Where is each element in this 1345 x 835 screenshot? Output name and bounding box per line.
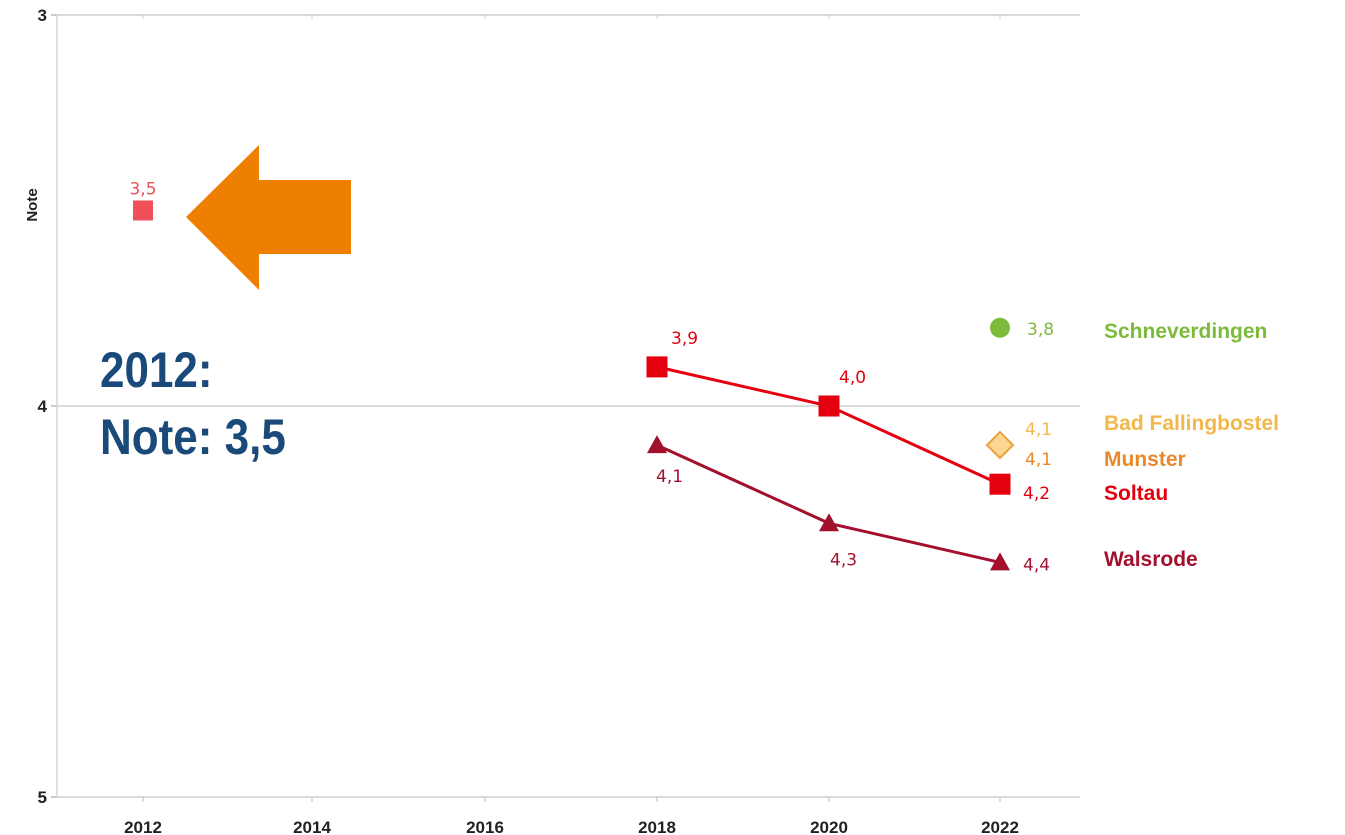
data-label-walsrode-2020: 4,3 [830,550,857,570]
data-labels: 3,8 4,1 4,1 3,5 3,9 4,0 4,2 4,1 4,3 4,4 [129,180,1054,576]
line-soltau [656,365,1001,486]
data-label-soltau-2020: 4,0 [839,368,866,388]
data-label-munster-2022: 4,1 [1025,450,1052,470]
data-label-walsrode-2022: 4,4 [1023,555,1050,575]
y-tick-label: 5 [38,788,47,807]
x-tick-label: 2022 [981,818,1019,835]
x-tick-label: 2014 [293,818,331,835]
series-name-walsrode: Walsrode [1104,548,1198,571]
data-label-bad-fallingbostel-2022: 4,1 [1025,420,1052,440]
line-walsrode [656,443,1001,564]
marker-soltau-2022 [989,473,1011,495]
marker-walsrode-2020 [819,513,839,532]
series-name-bad-fallingbostel: Bad Fallingbostel [1104,412,1279,435]
data-label-schneverdingen-2022: 3,8 [1027,320,1054,340]
data-label-soltau-2022: 4,2 [1023,484,1050,504]
x-tick-label: 2018 [638,818,676,835]
marker-soltau-2012 [133,200,153,221]
annotation-year: 2012: [100,342,213,398]
data-label-soltau-2018: 3,9 [671,329,698,349]
series-names: Schneverdingen Bad Fallingbostel Munster So… [1104,320,1279,571]
x-tick-label: 2020 [810,818,848,835]
annotation-note: Note: 3,5 [100,409,286,465]
series-name-munster: Munster [1104,448,1186,471]
series-name-schneverdingen: Schneverdingen [1104,320,1267,343]
x-tick-label: 2012 [124,818,162,835]
y-axis-title: Note [24,188,41,221]
grid-lines [57,14,1080,798]
marker-bad-fallingbostel-2022 [985,430,1015,460]
orange-arrow-icon [186,145,351,290]
marker-schneverdingen-2022 [990,317,1010,338]
data-label-walsrode-2018: 4,1 [656,467,683,487]
y-tick-label: 3 [38,6,47,25]
marker-walsrode-2022 [990,552,1010,571]
series-name-soltau: Soltau [1104,482,1168,505]
marker-soltau-2018 [646,356,668,378]
axes: 3 4 5 2012 2014 2016 2018 2020 2022 Note [24,6,1019,835]
marker-walsrode-2018 [647,435,667,454]
x-tick-label: 2016 [466,818,504,835]
data-label-soltau-2012: 3,5 [129,180,156,200]
marker-soltau-2020 [818,395,840,417]
y-tick-label: 4 [38,397,48,416]
series-markers [133,200,1015,571]
